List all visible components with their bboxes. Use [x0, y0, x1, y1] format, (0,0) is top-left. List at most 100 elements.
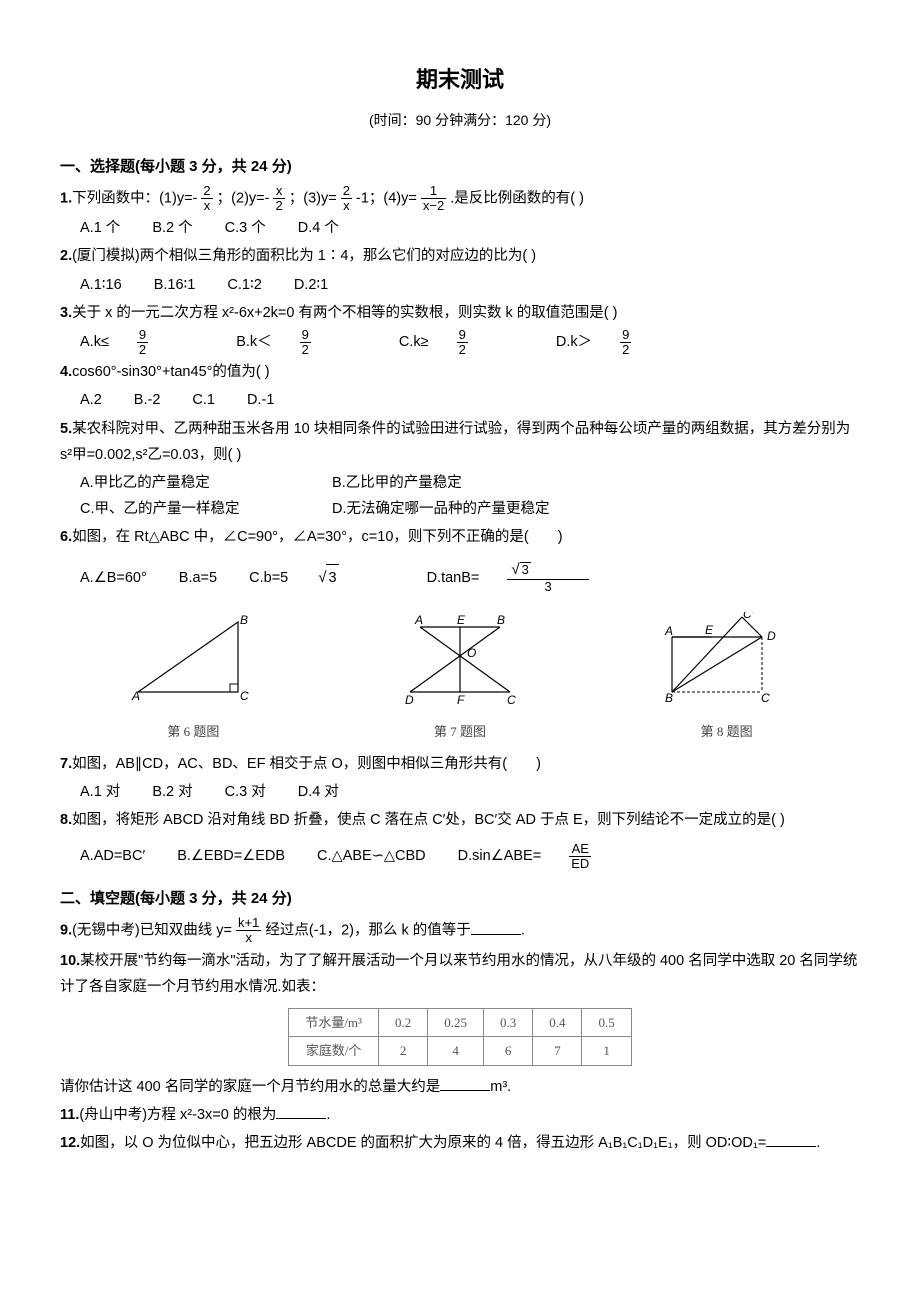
frac-den: 2 — [273, 199, 284, 213]
table-cell: 4 — [428, 1037, 484, 1065]
q3-prefix: 3. — [60, 305, 72, 321]
q6-opt-b: B.a=5 — [179, 565, 217, 591]
q2-options: A.1∶16 B.16∶1 C.1∶2 D.2∶1 — [60, 272, 860, 298]
q6-opt-d: D.tanB= 3 3 — [427, 562, 645, 594]
q1-frac3: 2x — [341, 184, 352, 214]
section-2-heading: 二、填空题(每小题 3 分，共 24 分) — [60, 885, 860, 912]
table-cell: 0.3 — [483, 1008, 532, 1036]
q5-opt-b: B.乙比甲的产量稳定 — [332, 470, 462, 496]
figure-7: A E B O D F C 第 7 题图 — [327, 612, 594, 743]
question-2: 2.(厦门模拟)两个相似三角形的面积比为 1∶4，那么它们的对应边的比为( ) — [60, 243, 860, 269]
opt-text: B.k＜ — [236, 329, 271, 355]
q9-text-b: 经过点(-1，2)，那么 k 的值等于 — [265, 923, 470, 939]
label-b: B — [240, 613, 248, 627]
table-cell: 家庭数/个 — [289, 1037, 379, 1065]
q1-opt-a: A.1 个 — [80, 215, 120, 241]
question-3: 3.关于 x 的一元二次方程 x²-6x+2k=0 有两个不相等的实数根，则实数… — [60, 300, 860, 326]
q1-opt-c: C.3 个 — [225, 215, 266, 241]
question-11: 11.(舟山中考)方程 x²-3x=0 的根为. — [60, 1102, 860, 1128]
table-cell: 0.25 — [428, 1008, 484, 1036]
q8-opt-d: D.sin∠ABE=AEED — [458, 842, 648, 872]
question-1: 1.下列函数中：(1)y=- 2x ；(2)y=- x2 ；(3)y= 2x -… — [60, 184, 860, 214]
table-cell: 1 — [582, 1037, 631, 1065]
q12-text-a: 如图，以 O 为位似中心，把五边形 ABCDE 的面积扩大为原来的 4 倍，得五… — [80, 1135, 766, 1151]
table-row: 节水量/m³ 0.2 0.25 0.3 0.4 0.5 — [289, 1008, 631, 1036]
q3-options: A.k≤92 B.k＜92 C.k≥92 D.k＞92 — [60, 328, 860, 358]
q4-options: A.2 B.-2 C.1 D.-1 — [60, 387, 860, 413]
q7-opt-b: B.2 对 — [152, 779, 192, 805]
frac-num: 9 — [137, 328, 148, 343]
radicand: 3 — [326, 564, 338, 591]
label-e: E — [705, 623, 714, 637]
frac-den: x−2 — [421, 199, 446, 213]
q2-opt-c: C.1∶2 — [227, 272, 261, 298]
q2-opt-d: D.2∶1 — [294, 272, 328, 298]
q7-opt-a: A.1 对 — [80, 779, 120, 805]
q6-options: A.∠B=60° B.a=5 C.b=53 D.tanB=33 — [60, 562, 860, 594]
q4-opt-b: B.-2 — [134, 387, 161, 413]
frac-num: 2 — [341, 184, 352, 199]
frac-den: 3 — [507, 580, 588, 594]
radicand: 3 — [520, 562, 531, 577]
table-cell: 节水量/m³ — [289, 1008, 379, 1036]
opt-text: A.k≤ — [80, 329, 109, 355]
opt-text: D.tanB= — [427, 565, 480, 591]
sqrt-icon: 3 — [509, 562, 558, 579]
q5-opt-a: A.甲比乙的产量稳定 — [80, 470, 300, 496]
q5-prefix: 5. — [60, 421, 72, 437]
q4-text: cos60°-sin30°+tan45°的值为( ) — [72, 364, 270, 380]
q8-opt-c: C.△ABE∽△CBD — [317, 843, 426, 869]
q2-opt-b: B.16∶1 — [154, 272, 196, 298]
q8-opt-a: A.AD=BC′ — [80, 843, 145, 869]
figure-8-caption: 第 8 题图 — [593, 720, 860, 743]
frac-den: 2 — [137, 343, 148, 357]
table-cell: 0.5 — [582, 1008, 631, 1036]
label-e: E — [457, 613, 466, 627]
q10-text-c: m³. — [490, 1079, 511, 1095]
triangle-icon: A B C — [118, 612, 268, 707]
table-row: 家庭数/个 2 4 6 7 1 — [289, 1037, 631, 1065]
sqrt-icon: 3 — [316, 564, 366, 591]
q1-text-a: 下列函数中：(1)y=- — [72, 190, 197, 206]
opt-text: C.b=5 — [249, 565, 288, 591]
label-d: D — [767, 629, 776, 643]
label-b: B — [665, 691, 673, 705]
q10-table: 节水量/m³ 0.2 0.25 0.3 0.4 0.5 家庭数/个 2 4 6 … — [288, 1008, 631, 1066]
label-c: C — [507, 693, 516, 707]
table-cell: 0.2 — [378, 1008, 427, 1036]
q1-text-e: .是反比例函数的有( ) — [450, 190, 584, 206]
q9-text-c: . — [521, 923, 525, 939]
blank-underline — [766, 1131, 816, 1147]
figure-7-caption: 第 7 题图 — [327, 720, 594, 743]
label-a: A — [414, 613, 423, 627]
label-a: A — [131, 689, 140, 703]
section-1-heading: 一、选择题(每小题 3 分，共 24 分) — [60, 153, 860, 180]
q3-frac-b: 92 — [300, 328, 339, 358]
frac-num: AE — [569, 842, 591, 857]
page-subtitle: (时间：90 分钟满分：120 分) — [60, 108, 860, 133]
q1-frac2: x2 — [273, 184, 284, 214]
frac-den: 2 — [457, 343, 468, 357]
frac-num: 1 — [421, 184, 446, 199]
question-5: 5.某农科院对甲、乙两种甜玉米各用 10 块相同条件的试验田进行试验，得到两个品… — [60, 416, 860, 468]
question-8: 8.如图，将矩形 ABCD 沿对角线 BD 折叠，使点 C 落在点 C′处，BC… — [60, 807, 860, 833]
label-f: F — [457, 693, 465, 707]
q11-prefix: 11. — [60, 1107, 79, 1123]
question-4: 4.cos60°-sin30°+tan45°的值为( ) — [60, 359, 860, 385]
frac-num: 3 — [507, 562, 588, 580]
question-9: 9.(无锡中考)已知双曲线 y= k+1x 经过点(-1，2)，那么 k 的值等… — [60, 916, 860, 946]
frac-den: 2 — [300, 343, 311, 357]
q1-frac1: 2x — [201, 184, 212, 214]
table-cell: 2 — [378, 1037, 427, 1065]
q2-text: (厦门模拟)两个相似三角形的面积比为 1∶4，那么它们的对应边的比为( ) — [72, 248, 536, 264]
table-cell: 0.4 — [533, 1008, 582, 1036]
q1-text-d: -1；(4)y= — [356, 190, 417, 206]
q5-opt-c: C.甲、乙的产量一样稳定 — [80, 496, 300, 522]
q8-frac-d: AEED — [569, 842, 619, 872]
question-6: 6.如图，在 Rt△ABC 中，∠C=90°，∠A=30°，c=10，则下列不正… — [60, 524, 860, 550]
frac-num: 9 — [300, 328, 311, 343]
folded-rect-icon: A E D B C C′ — [647, 612, 807, 707]
q7-text: 如图，AB∥CD，AC、BD、EF 相交于点 O，则图中相似三角形共有( ) — [72, 756, 541, 772]
label-o: O — [467, 646, 476, 660]
label-c: C — [761, 691, 770, 705]
